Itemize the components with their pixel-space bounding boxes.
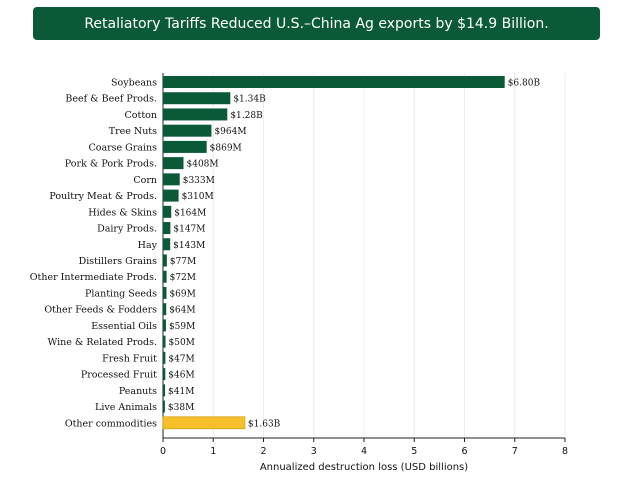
- x-tick-label: 8: [562, 446, 568, 457]
- data-label: $69M: [169, 289, 195, 299]
- bar: [163, 286, 167, 299]
- bar: [163, 173, 180, 186]
- category-label: Dairy Prods.: [97, 224, 157, 235]
- x-tick-label: 4: [361, 446, 367, 457]
- category-label: Planting Seeds: [85, 288, 157, 299]
- category-label: Coarse Grains: [88, 142, 157, 153]
- bar: [163, 270, 167, 283]
- data-label: $41M: [168, 387, 194, 397]
- x-tick-label: 1: [210, 446, 216, 457]
- bar: [163, 335, 166, 348]
- data-label: $77M: [170, 257, 196, 267]
- x-tick-label: 3: [311, 446, 317, 457]
- data-label: $1.28B: [230, 111, 263, 121]
- data-label: $333M: [183, 176, 215, 186]
- bar: [163, 384, 166, 397]
- category-label: Other commodities: [65, 418, 157, 429]
- data-label: $869M: [210, 143, 242, 153]
- category-label: Essential Oils: [91, 321, 157, 332]
- category-label: Wine & Related Prods.: [47, 337, 157, 348]
- bar: [163, 157, 184, 170]
- bar: [163, 76, 505, 88]
- category-label: Hay: [138, 240, 158, 251]
- category-label: Corn: [133, 175, 157, 186]
- data-label: $72M: [170, 273, 196, 283]
- bar: [163, 351, 166, 364]
- bar: [163, 254, 167, 267]
- data-label: $6.80B: [508, 79, 541, 89]
- bar: [163, 222, 171, 235]
- bar: [163, 368, 166, 381]
- bar: [163, 124, 212, 137]
- category-label: Other Intermediate Prods.: [30, 272, 157, 283]
- category-label: Live Animals: [95, 402, 157, 413]
- data-label: $310M: [182, 192, 214, 202]
- bar: [163, 319, 166, 332]
- x-tick-label: 0: [160, 446, 166, 457]
- data-label: $46M: [168, 371, 194, 381]
- category-label: Processed Fruit: [81, 370, 157, 381]
- bar: [163, 108, 228, 121]
- bar: [163, 140, 207, 153]
- category-label: Other Feeds & Fodders: [44, 305, 157, 316]
- data-label: $408M: [187, 160, 219, 170]
- data-label: $147M: [173, 225, 205, 235]
- data-label: $143M: [173, 241, 205, 251]
- bar: [163, 303, 167, 316]
- category-label: Beef & Beef Prods.: [65, 94, 157, 105]
- data-label: $38M: [168, 403, 194, 413]
- x-tick-label: 2: [260, 446, 266, 457]
- category-label: Hides & Skins: [88, 207, 157, 218]
- data-label: $59M: [169, 322, 195, 332]
- data-label: $47M: [168, 354, 194, 364]
- category-label: Fresh Fruit: [102, 353, 157, 364]
- x-tick-label: 5: [411, 446, 417, 457]
- bar: [163, 205, 172, 218]
- category-label: Pork & Pork Prods.: [65, 159, 157, 170]
- category-label: Peanuts: [119, 386, 157, 397]
- data-label: $1.63B: [248, 419, 281, 429]
- bar: [162, 416, 246, 430]
- bar: [163, 238, 171, 251]
- category-label: Poultry Meat & Prods.: [49, 191, 157, 202]
- x-tick-label: 6: [461, 446, 467, 457]
- chart-title: Retaliatory Tariffs Reduced U.S.–China A…: [84, 15, 549, 32]
- category-label: Cotton: [125, 110, 157, 121]
- data-label: $50M: [169, 338, 195, 348]
- bar: [163, 92, 231, 105]
- data-label: $164M: [174, 208, 206, 218]
- bar: [163, 189, 179, 202]
- data-label: $1.34B: [233, 95, 266, 105]
- bar: [163, 400, 165, 413]
- category-label: Tree Nuts: [109, 126, 157, 137]
- category-label: Distillers Grains: [79, 256, 157, 267]
- data-label: $64M: [169, 306, 195, 316]
- x-axis-title: Annualized destruction loss (USD billion…: [260, 462, 468, 473]
- category-label: Soybeans: [111, 78, 157, 89]
- chart-title-banner: Retaliatory Tariffs Reduced U.S.–China A…: [33, 7, 600, 40]
- data-label: $964M: [214, 127, 246, 137]
- x-tick-label: 7: [512, 446, 518, 457]
